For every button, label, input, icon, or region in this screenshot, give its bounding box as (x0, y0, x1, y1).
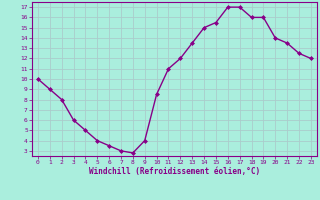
X-axis label: Windchill (Refroidissement éolien,°C): Windchill (Refroidissement éolien,°C) (89, 167, 260, 176)
